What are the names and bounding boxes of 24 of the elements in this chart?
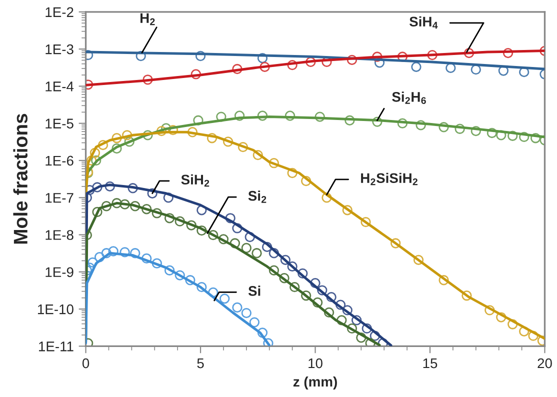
y-tick-label: 1E-2 — [46, 7, 74, 17]
y-tick-label: 1E-6 — [46, 156, 74, 166]
x-tick-label: 0 — [82, 358, 90, 368]
annotation: Si$_{2}$ — [248, 190, 266, 203]
y-tick-label: 1E-9 — [46, 267, 74, 278]
annotation: Si$_{2}$H$_{6}$ — [392, 92, 426, 104]
y-tick-label: 1E-11 — [38, 342, 74, 352]
x-axis-title: z (mm) — [293, 376, 337, 390]
annotation: SiH$_{2}$ — [181, 174, 210, 187]
y-tick-label: 1E-5 — [46, 118, 74, 129]
x-tick-label: 5 — [197, 358, 204, 368]
x-tick-label: 10 — [308, 358, 322, 368]
y-tick-label: 1E-8 — [46, 230, 74, 240]
x-tick-label: 20 — [538, 358, 552, 368]
y-axis-title: Mole fractions — [13, 114, 28, 244]
y-tick-label: 1E-7 — [46, 193, 74, 203]
annotation: Si — [248, 286, 260, 296]
annotation: SiH$_{4}$ — [409, 16, 438, 29]
y-tick-label: 1E-3 — [46, 44, 74, 54]
y-tick-label: 1E-10 — [38, 304, 74, 314]
y-tick-label: 1E-4 — [46, 82, 74, 92]
x-tick-label: 15 — [423, 358, 438, 368]
annotation: H$_{2}$SiSiH$_{2}$ — [361, 172, 418, 186]
annotation: H$_{2}$ — [140, 13, 155, 26]
